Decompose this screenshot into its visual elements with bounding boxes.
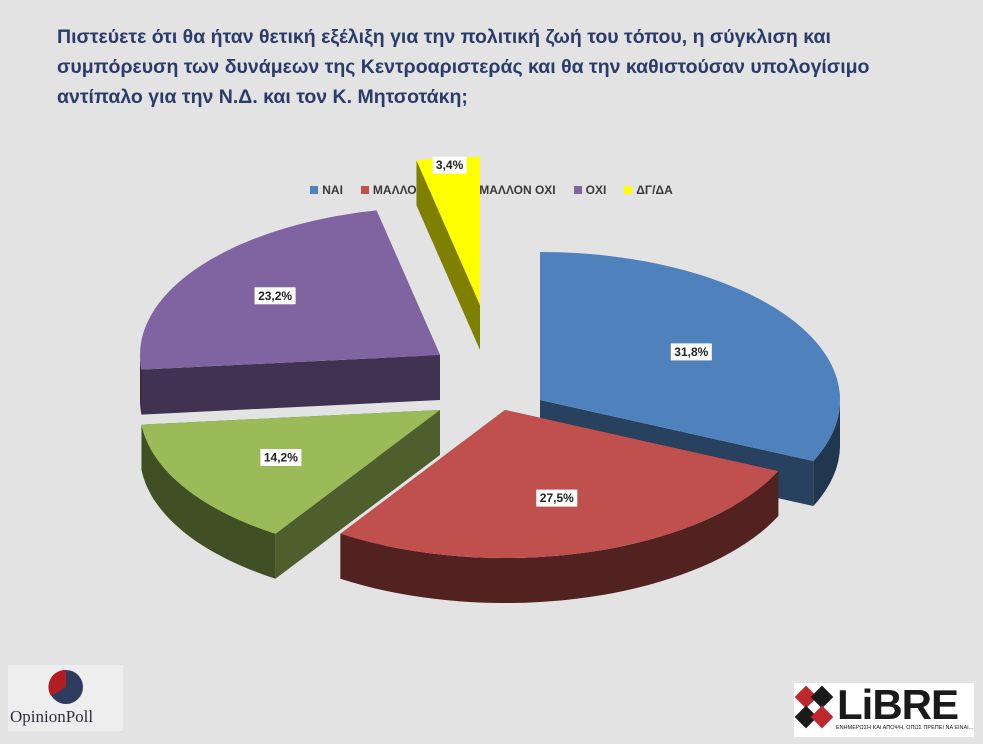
pie-slice-rim bbox=[813, 400, 840, 507]
data-label: 14,2% bbox=[260, 449, 302, 466]
data-label-box bbox=[254, 287, 296, 305]
legend-swatch bbox=[310, 186, 319, 194]
pie-slice bbox=[340, 410, 779, 603]
legend-swatch bbox=[360, 186, 369, 194]
libre-logo-text: LiBRE bbox=[837, 681, 959, 728]
data-label: 27,5% bbox=[536, 489, 578, 507]
opinionpoll-logo bbox=[8, 665, 123, 731]
legend-item: ΟΧΙ bbox=[573, 183, 607, 197]
libre-logo-icon bbox=[794, 685, 834, 729]
chart-title: Πιστεύετε ότι θα ήταν θετική εξέλιξη για… bbox=[57, 26, 870, 108]
opinionpoll-logo-icon bbox=[48, 669, 83, 704]
data-label-box bbox=[670, 343, 712, 361]
data-label: 31,8% bbox=[670, 343, 712, 361]
data-label: 3,4% bbox=[432, 156, 467, 174]
data-label-text: 14,2% bbox=[264, 451, 298, 465]
data-label-box bbox=[536, 489, 578, 507]
pie-slice-rim bbox=[141, 424, 276, 579]
pie-slice-top bbox=[141, 410, 440, 534]
opinionpoll-logo-text: OpinionPoll bbox=[10, 707, 94, 726]
pie-slice bbox=[416, 157, 480, 350]
data-label-box bbox=[260, 449, 302, 466]
legend-label: ΔΓ/ΔΑ bbox=[636, 183, 673, 197]
data-label: 23,2% bbox=[254, 287, 296, 305]
legend-label: ΝΑΙ bbox=[322, 183, 343, 197]
data-label-text: 31,8% bbox=[674, 345, 708, 359]
data-label-text: 27,5% bbox=[540, 491, 574, 505]
pie-slice-wall bbox=[416, 160, 480, 350]
legend-label: ΜΑΛΛΟΝ ΟΧΙ bbox=[479, 183, 556, 197]
pie-slice-top bbox=[340, 410, 779, 558]
pie-slice bbox=[141, 410, 440, 579]
legend-item: ΔΓ/ΔΑ bbox=[624, 183, 673, 197]
legend-swatch bbox=[573, 186, 582, 194]
data-label-box bbox=[432, 156, 467, 174]
pie-slice-top bbox=[416, 157, 480, 305]
pie-slice-rim bbox=[340, 471, 779, 603]
pie-slice-wall bbox=[141, 355, 440, 415]
legend-item: ΝΑΙ bbox=[310, 183, 343, 197]
data-label-text: 3,4% bbox=[436, 158, 464, 172]
legend-label: ΟΧΙ bbox=[585, 183, 607, 197]
legend: ΝΑΙ ΜΑΛΛΟΝ ΝΑΙ ΜΑΛΛΟΝ ΟΧΙ ΟΧΙ ΔΓ/ΔΑ bbox=[0, 183, 983, 197]
pie-slice-rim bbox=[140, 355, 142, 415]
data-label-text: 23,2% bbox=[258, 289, 292, 303]
pie-slice bbox=[140, 210, 440, 415]
legend-swatch bbox=[624, 186, 633, 194]
libre-logo-tagline: ΕΝΗΜΕΡΩΣΗ ΚΑΙ ΑΠΟΨΗ, ΟΠΩΣ ΠΡΕΠΕΙ ΝΑ ΕΙΝΑ… bbox=[836, 725, 974, 731]
libre-logo bbox=[794, 683, 974, 737]
